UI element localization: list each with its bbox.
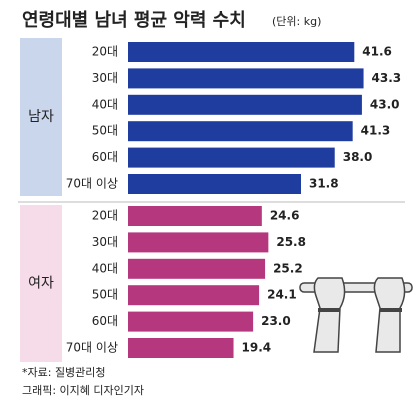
- y-tick-label: 30대: [92, 235, 118, 249]
- group-box: [20, 205, 62, 362]
- value-label: 24.1: [267, 288, 297, 302]
- bar: [128, 42, 355, 62]
- y-tick-label: 40대: [92, 261, 118, 275]
- value-label: 19.4: [242, 341, 272, 355]
- y-tick-label: 70대 이상: [66, 177, 118, 191]
- value-label: 23.0: [261, 314, 291, 328]
- value-label: 41.6: [362, 45, 392, 59]
- y-tick-label: 40대: [92, 97, 118, 111]
- source: *자료: 질병관리청: [22, 366, 106, 379]
- bar: [128, 206, 262, 226]
- left-hand: [313, 277, 346, 353]
- value-label: 25.8: [276, 235, 306, 249]
- y-tick-label: 50대: [92, 288, 118, 302]
- bar: [128, 258, 266, 279]
- value-label: 41.3: [361, 124, 391, 138]
- bar: [128, 311, 254, 332]
- bar: [128, 285, 260, 306]
- value-label: 31.8: [309, 177, 339, 191]
- group-label: 남자: [28, 109, 54, 125]
- bar: [128, 174, 301, 194]
- y-tick-label: 20대: [92, 209, 118, 223]
- bar: [128, 338, 234, 358]
- y-tick-label: 60대: [92, 150, 118, 164]
- bar: [128, 121, 353, 142]
- illustration: [299, 277, 413, 353]
- bar: [128, 147, 335, 168]
- chart-subtitle: (단위: kg): [272, 15, 321, 28]
- right-hand: [373, 277, 406, 353]
- y-tick-label: 30대: [92, 71, 118, 85]
- bar: [128, 94, 362, 115]
- y-tick-label: 50대: [92, 124, 118, 138]
- value-label: 43.3: [372, 71, 402, 85]
- group-label: 여자: [28, 276, 54, 292]
- value-label: 43.0: [370, 97, 400, 111]
- y-tick-label: 60대: [92, 314, 118, 328]
- group-box: [20, 38, 62, 196]
- value-label: 38.0: [343, 150, 373, 164]
- y-tick-label: 70대 이상: [66, 341, 118, 355]
- bar: [128, 232, 269, 253]
- chart-title: 연령대별 남녀 평균 악력 수치: [22, 10, 246, 31]
- value-label: 25.2: [273, 261, 303, 275]
- bar: [128, 68, 364, 89]
- credit: 그래픽: 이지혜 디자인기자: [22, 384, 144, 397]
- y-tick-label: 20대: [92, 45, 118, 59]
- value-label: 24.6: [270, 209, 300, 223]
